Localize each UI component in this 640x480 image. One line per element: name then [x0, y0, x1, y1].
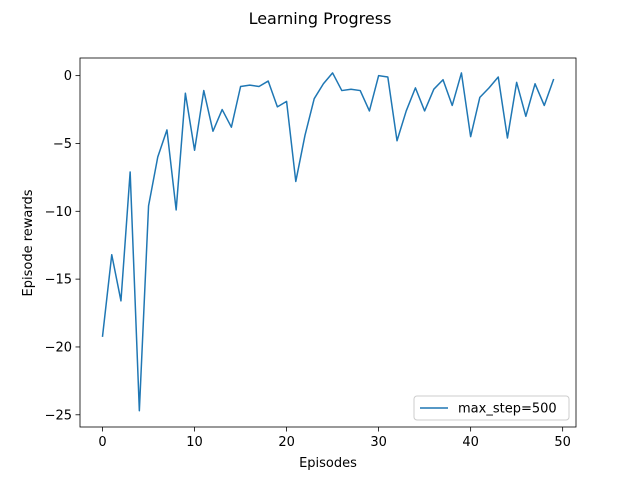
- series-line-0: [101, 72, 555, 412]
- x-axis-label: Episodes: [299, 456, 357, 471]
- x-tick-label: 20: [278, 435, 295, 450]
- x-tick-label: 0: [98, 435, 106, 450]
- plot-area: 0 10 20 30 40 50 0 −5 −10 −15 −20 −25 max_step=500: [45, 57, 577, 450]
- y-tick-label: −20: [45, 340, 72, 355]
- y-tick-label: −10: [45, 205, 72, 220]
- x-tick-label: 50: [554, 435, 571, 450]
- y-tick-label: 0: [64, 69, 72, 84]
- x-tick-label: 40: [462, 435, 479, 450]
- axes-frame: [79, 57, 577, 428]
- y-axis-label: Episode rewards: [21, 189, 36, 296]
- legend-label: max_step=500: [458, 402, 557, 417]
- x-tick-label: 10: [186, 435, 203, 450]
- y-tick-label: −25: [45, 408, 72, 423]
- x-tick-label: 30: [370, 435, 387, 450]
- chart-title: Learning Progress: [249, 9, 392, 28]
- legend-box: [413, 395, 570, 421]
- y-tick-label: −15: [45, 273, 72, 288]
- y-tick-label: −5: [53, 137, 72, 152]
